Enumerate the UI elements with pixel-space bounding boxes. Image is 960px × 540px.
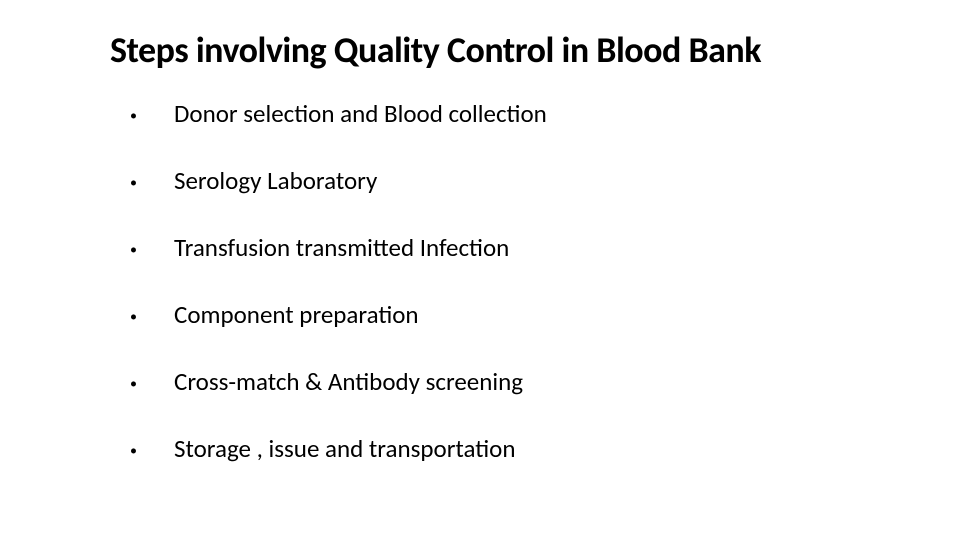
bullet-text: Transfusion transmitted Infection: [174, 233, 509, 263]
bullet-text: Cross-match & Antibody screening: [174, 367, 523, 397]
bullet-marker-icon: •: [130, 174, 174, 191]
list-item: • Storage , issue and transportation: [130, 434, 960, 464]
bullet-list: • Donor selection and Blood collection •…: [130, 99, 960, 464]
bullet-marker-icon: •: [130, 308, 174, 325]
bullet-marker-icon: •: [130, 442, 174, 459]
bullet-marker-icon: •: [130, 107, 174, 124]
list-item: • Cross-match & Antibody screening: [130, 367, 960, 397]
bullet-marker-icon: •: [130, 241, 174, 258]
list-item: • Serology Laboratory: [130, 166, 960, 196]
list-item: • Transfusion transmitted Infection: [130, 233, 960, 263]
list-item: • Component preparation: [130, 300, 960, 330]
bullet-marker-icon: •: [130, 375, 174, 392]
list-item: • Donor selection and Blood collection: [130, 99, 960, 129]
bullet-text: Component preparation: [174, 300, 419, 330]
bullet-text: Donor selection and Blood collection: [174, 99, 547, 129]
bullet-text: Storage , issue and transportation: [174, 434, 516, 464]
slide-title: Steps involving Quality Control in Blood…: [110, 30, 830, 71]
slide-container: Steps involving Quality Control in Blood…: [0, 0, 960, 540]
bullet-text: Serology Laboratory: [174, 166, 377, 196]
